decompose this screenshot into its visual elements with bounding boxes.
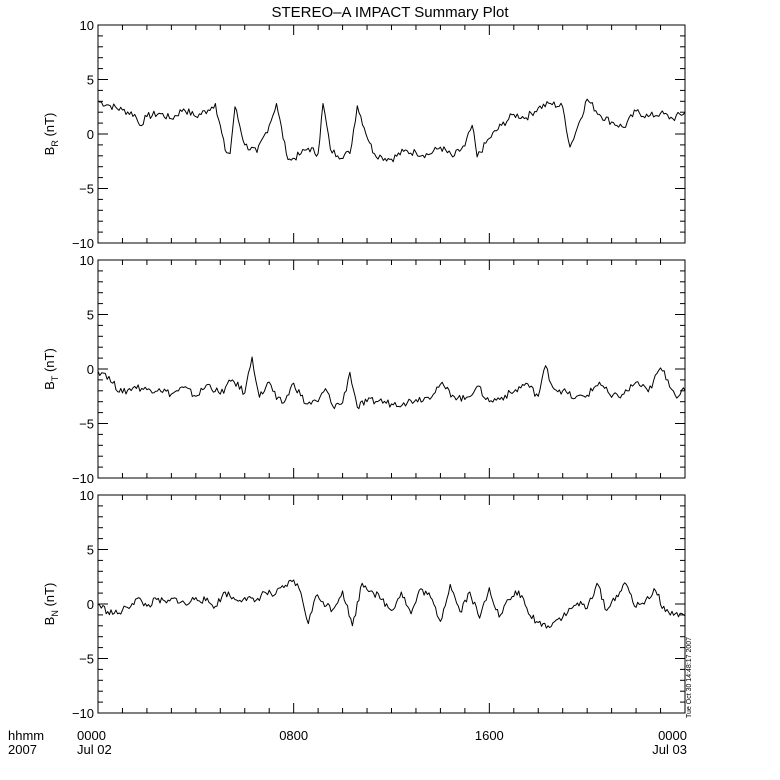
data-series-line: [97, 98, 686, 163]
y-axis-label: BT (nT): [42, 348, 60, 390]
y-tick-label: 5: [87, 308, 94, 323]
y-axis-label: BR (nT): [42, 113, 60, 156]
y-tick-label: −10: [72, 471, 94, 486]
data-series-line: [97, 579, 686, 629]
panel-frame: [97, 494, 686, 714]
x-tick-label-date: Jul 03: [652, 742, 687, 757]
y-axis-label-main: B: [42, 147, 57, 156]
plot-title: STEREO–A IMPACT Summary Plot: [271, 4, 509, 21]
y-axis-label-unit: (nT): [42, 583, 57, 610]
y-axis-label-unit: (nT): [42, 113, 57, 140]
x-tick-label-time: 0800: [279, 728, 308, 743]
y-tick-label: 0: [87, 362, 94, 377]
y-tick-label: −10: [72, 706, 94, 721]
y-axis-label-main: B: [42, 617, 57, 626]
y-axis-label-subscript: R: [50, 140, 60, 147]
x-tick-label-time: 1600: [475, 728, 504, 743]
y-tick-label: 10: [80, 488, 94, 503]
y-tick-label: −5: [79, 417, 94, 432]
y-tick-label: 10: [80, 18, 94, 33]
x-axis-row1-label: hhmm: [8, 728, 44, 743]
y-tick-label: 0: [87, 597, 94, 612]
y-tick-label: 0: [87, 127, 94, 142]
panel-1: −10 −5 0 5 10 BR (nT): [42, 18, 686, 251]
data-series-line: [97, 356, 686, 410]
y-axis-label: BN (nT): [42, 583, 60, 626]
y-tick-label: −10: [72, 236, 94, 251]
y-tick-label: −5: [79, 652, 94, 667]
x-axis-row2-label: 2007: [8, 742, 37, 757]
y-tick-label: 5: [87, 543, 94, 558]
y-axis-label-unit: (nT): [42, 348, 57, 375]
y-axis-label-main: B: [42, 381, 57, 390]
panel-3: −10 −5 0 5 10 BN (nT): [42, 488, 686, 721]
y-tick-label: 10: [80, 253, 94, 268]
y-tick-label: −5: [79, 182, 94, 197]
x-tick-label-date: Jul 02: [77, 742, 112, 757]
x-tick-label-time: 0000: [77, 728, 106, 743]
y-axis-label-subscript: N: [50, 610, 60, 617]
y-axis-label-subscript: T: [50, 375, 60, 381]
y-tick-label: 5: [87, 73, 94, 88]
timestamp-label: Tue Oct 30 14:48:17 2007: [686, 637, 693, 718]
panel-frame: [97, 259, 686, 479]
x-tick-label-time: 0000: [658, 728, 687, 743]
panel-2: −10 −5 0 5 10 BT (nT): [42, 253, 686, 486]
panel-frame: [97, 24, 686, 244]
